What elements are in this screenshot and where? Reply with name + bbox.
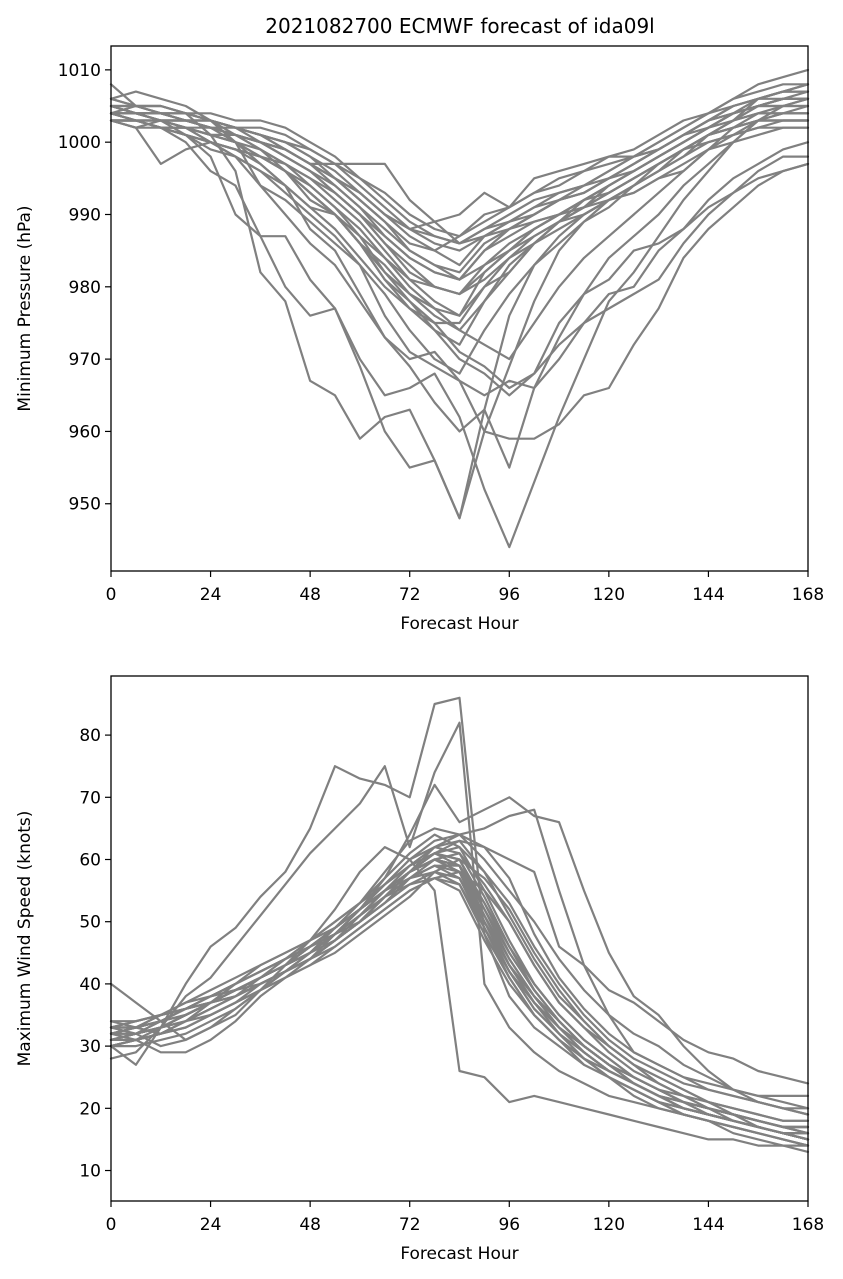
pressure-y-tick-label: 950 <box>69 495 101 515</box>
wind-y-tick-label: 40 <box>79 975 101 995</box>
wind-x-tick-label: 72 <box>399 1215 421 1235</box>
wind-series-line-15 <box>109 839 810 1135</box>
pressure-x-tick-label: 168 <box>792 585 824 605</box>
pressure-series-line-30 <box>109 112 810 252</box>
wind-x-axis: 0 24 48 72 96 120 144 168 <box>106 1201 824 1235</box>
figure-title: 2021082700 ECMWF forecast of ida09l <box>265 14 654 38</box>
wind-y-axis: 10 20 30 40 50 60 70 80 <box>79 726 111 1182</box>
wind-y-tick-label: 70 <box>79 788 101 808</box>
pressure-x-tick-label: 120 <box>593 585 625 605</box>
pressure-y-tick-label: 970 <box>69 350 101 370</box>
wind-x-tick-label: 120 <box>593 1215 625 1235</box>
pressure-x-tick-label: 0 <box>106 585 117 605</box>
wind-x-tick-label: 168 <box>792 1215 824 1235</box>
pressure-x-tick-label: 48 <box>299 585 321 605</box>
pressure-series-line-3 <box>109 97 810 549</box>
wind-x-tick-label: 144 <box>692 1215 724 1235</box>
pressure-x-tick-label: 24 <box>200 585 222 605</box>
pressure-x-tick-label: 72 <box>399 585 421 605</box>
wind-x-axis-label: Forecast Hour <box>400 1244 518 1264</box>
wind-y-tick-label: 20 <box>79 1099 101 1119</box>
pressure-series-line-7 <box>109 104 810 397</box>
wind-series-line-30 <box>109 858 810 1129</box>
pressure-x-axis-label: Forecast Hour <box>400 614 518 634</box>
wind-series-line-3 <box>109 845 810 1147</box>
wind-panel: 0 24 48 72 96 120 144 168 10 20 30 40 50 60 70 80 Fore… <box>15 675 824 1264</box>
pressure-series-group <box>109 68 810 549</box>
pressure-y-axis-label: Minimum Pressure (hPa) <box>15 205 35 411</box>
pressure-y-tick-label: 1000 <box>58 133 101 153</box>
pressure-plot-frame <box>110 45 809 572</box>
pressure-series-line-26 <box>109 97 810 238</box>
pressure-series-line-27 <box>109 112 810 317</box>
pressure-series-line-25 <box>109 119 810 245</box>
wind-series-group <box>109 696 810 1154</box>
wind-y-tick-label: 50 <box>79 913 101 933</box>
wind-x-tick-label: 96 <box>498 1215 520 1235</box>
wind-series-line-29 <box>109 864 810 1141</box>
pressure-series-line-29 <box>109 119 810 296</box>
wind-plot-frame <box>110 675 809 1202</box>
pressure-y-axis: 950 960 970 980 990 1000 1010 <box>58 61 111 515</box>
pressure-x-axis: 0 24 48 72 96 120 144 168 <box>106 571 824 605</box>
wind-y-tick-label: 10 <box>79 1162 101 1182</box>
wind-x-tick-label: 0 <box>106 1215 117 1235</box>
wind-y-tick-label: 80 <box>79 726 101 746</box>
pressure-y-tick-label: 990 <box>69 205 101 225</box>
pressure-x-tick-label: 144 <box>692 585 724 605</box>
wind-series-line-4 <box>109 783 810 1110</box>
pressure-y-tick-label: 980 <box>69 278 101 298</box>
pressure-x-tick-label: 96 <box>498 585 520 605</box>
pressure-y-tick-label: 960 <box>69 422 101 442</box>
pressure-y-tick-label: 1010 <box>58 61 101 81</box>
pressure-series-line-11 <box>109 97 810 375</box>
wind-x-tick-label: 48 <box>299 1215 321 1235</box>
wind-y-tick-label: 60 <box>79 851 101 871</box>
wind-x-tick-label: 24 <box>200 1215 222 1235</box>
pressure-panel: 0 24 48 72 96 120 144 168 950 960 970 980 990 1000 10… <box>15 45 824 634</box>
wind-y-axis-label: Maximum Wind Speed (knots) <box>15 811 35 1067</box>
wind-y-tick-label: 30 <box>79 1037 101 1057</box>
